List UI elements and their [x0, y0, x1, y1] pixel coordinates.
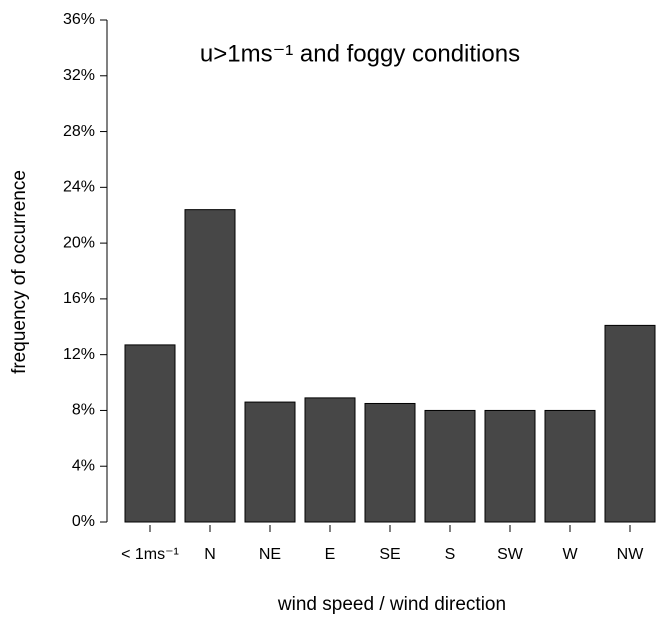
- y-tick-label: 36%: [63, 11, 95, 28]
- bar: [304, 397, 356, 523]
- x-tick-label: NE: [259, 546, 281, 563]
- y-tick-label: 0%: [72, 513, 95, 530]
- bar: [244, 401, 296, 523]
- x-tick-label: SW: [497, 546, 524, 563]
- y-tick-label: 32%: [63, 67, 95, 84]
- x-tick-label: S: [445, 546, 456, 563]
- bar: [184, 209, 236, 523]
- x-tick-label: E: [325, 546, 336, 563]
- bar: [484, 409, 536, 523]
- x-tick-label: NW: [617, 546, 645, 563]
- y-tick-label: 12%: [63, 346, 95, 363]
- bar: [124, 344, 176, 523]
- bar: [604, 324, 656, 523]
- chart-title: u>1ms⁻¹ and foggy conditions: [200, 40, 520, 67]
- y-tick-label: 8%: [72, 402, 95, 419]
- y-tick-label: 24%: [63, 179, 95, 196]
- bar: [364, 402, 416, 523]
- x-tick-label: < 1ms⁻¹: [121, 546, 179, 563]
- bar: [544, 409, 596, 523]
- y-tick-label: 4%: [72, 457, 95, 474]
- y-tick-label: 16%: [63, 290, 95, 307]
- y-tick-label: 20%: [63, 234, 95, 251]
- x-tick-label: N: [204, 546, 216, 563]
- x-tick-label: W: [562, 546, 578, 563]
- x-tick-label: SE: [379, 546, 400, 563]
- bar: [424, 409, 476, 523]
- y-axis-label: frequency of occurrence: [9, 170, 30, 374]
- x-axis-label: wind speed / wind direction: [277, 594, 506, 615]
- y-tick-label: 28%: [63, 123, 95, 140]
